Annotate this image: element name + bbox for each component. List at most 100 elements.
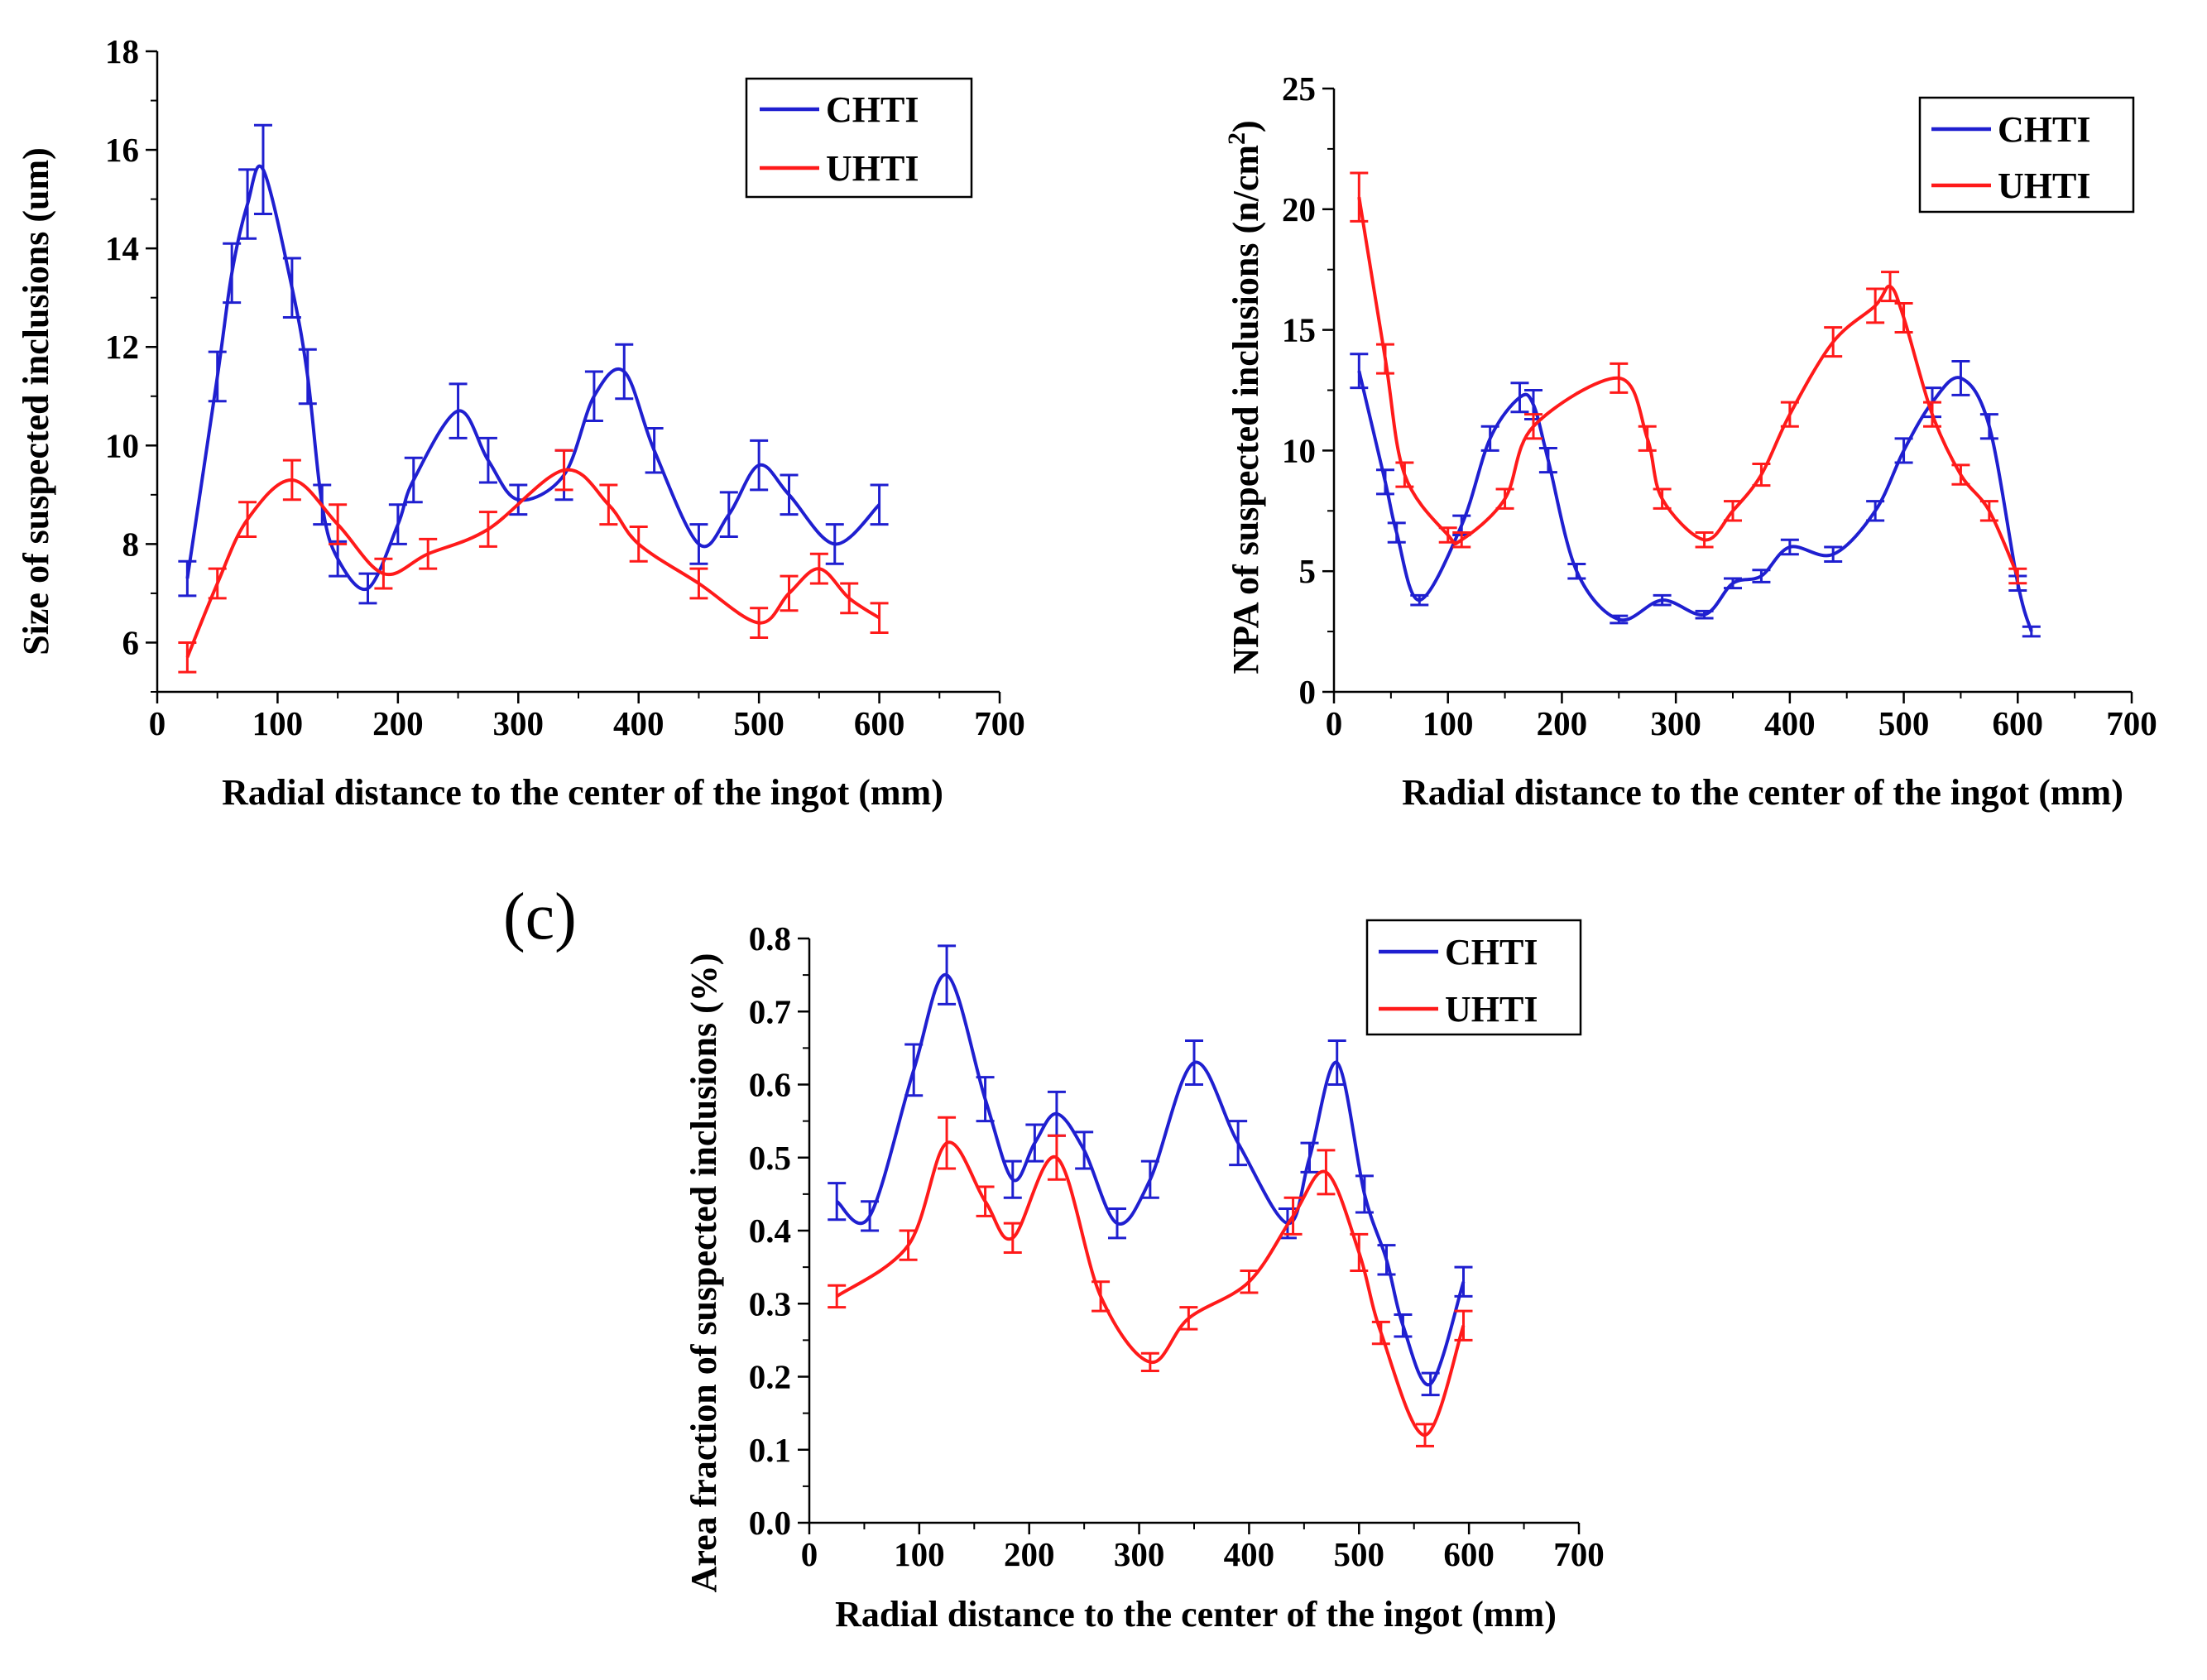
panel-c-legend-uhti-label: UHTI [1445, 989, 1538, 1030]
panel-a-series-chti-error-bar [253, 123, 272, 215]
panel-a-y-tick-label: 14 [105, 229, 139, 267]
panel-c-series-uhti-error-bar [1416, 1423, 1434, 1447]
panel-a-axes: 0 100 200 300 400 500 600 700 6 8 10 12 14 16 18 [105, 32, 1025, 742]
panel-c-series-chti-error-bar [1355, 1174, 1374, 1214]
panel-c-series-uhti-line [836, 1140, 1466, 1438]
panel-c-y-tick-label: 0.7 [749, 992, 791, 1030]
panel-b-legend-uhti-label: UHTI [1998, 166, 2090, 206]
panel-c-y-tick-label: 0.2 [749, 1358, 791, 1396]
panel-a-series-uhti-error-bar [282, 458, 301, 502]
panel-a-series-chti-error-bar [238, 168, 257, 240]
panel-b-npa-chart: 0 100 200 300 400 500 600 700 0 5 10 15 20 25 Radial … [1223, 70, 2157, 813]
panel-c-series-uhti-error-bar [1350, 1232, 1369, 1273]
panel-a-series-uhti-error-bar [374, 557, 393, 590]
panel-b-y-axis-title-main: NPA of suspected inclusions (n/cm [1226, 145, 1266, 674]
panel-c-label: (c) [503, 881, 577, 953]
panel-b-series-uhti-error-bar [1866, 287, 1885, 324]
panel-a-x-tick-label: 200 [372, 704, 424, 742]
panel-a-x-axis-title: Radial distance to the center of the ing… [222, 772, 943, 813]
panel-c-x-tick-label: 200 [1004, 1535, 1055, 1573]
panel-c-series-uhti-error-bar [1003, 1222, 1022, 1254]
panel-b-series-uhti-error-bar [1375, 343, 1394, 375]
panel-b-x-tick-label: 0 [1326, 704, 1343, 742]
panel-b-series-uhti-error-bar [1638, 425, 1657, 452]
panel-c-x-tick-label: 300 [1114, 1535, 1165, 1573]
panel-a-series-chti-error-bar [645, 426, 664, 474]
panel-c-series-chti-error-bar [1377, 1244, 1396, 1276]
panel-a-series [178, 123, 889, 674]
panel-b-series-chti-error-bar [1567, 562, 1586, 580]
panel-b-series-uhti-error-bar [1438, 526, 1457, 544]
panel-c-series-uhti-error-bar [1140, 1351, 1159, 1372]
panel-c-series-chti-error-bar [904, 1043, 924, 1097]
panel-b-series-chti-error-bar [1866, 500, 1885, 522]
panel-b-x-axis-title: Radial distance to the center of the ing… [1402, 772, 2123, 813]
panel-c-y-tick-label: 0.6 [749, 1066, 791, 1104]
panel-c-x-tick-label: 100 [894, 1535, 945, 1573]
panel-a-series-uhti-error-bar [178, 641, 197, 674]
panel-b-series-uhti-error-bar [1923, 401, 1941, 428]
panel-a-series-uhti-error-bar [689, 567, 708, 600]
panel-c-series-uhti-error-bar [1047, 1134, 1066, 1181]
panel-b-series-uhti-error-bar [1695, 531, 1714, 549]
panel-c-series-chti-error-bar [1025, 1123, 1044, 1163]
panel-b-series-uhti-error-bar [1350, 171, 1369, 223]
panel-c-area-fraction-chart: 0 100 200 300 400 500 600 700 0.0 0.1 0.2 0.3 0.4 0.5… [503, 881, 1605, 1634]
panel-b-x-tick-label: 500 [1878, 704, 1930, 742]
panel-b-x-tick-label: 300 [1650, 704, 1701, 742]
panel-a-series-chti-error-bar [870, 483, 889, 526]
panel-a-series-uhti-error-bar [750, 607, 769, 640]
panel-c-series-uhti-error-bar [1283, 1196, 1303, 1236]
panel-a-series-chti-error-bar [780, 473, 799, 516]
panel-a-y-tick-label: 12 [105, 328, 139, 366]
panel-c-series-chti-error-bar [1454, 1265, 1473, 1298]
panel-a-series-chti-error-bar [298, 348, 317, 406]
panel-a-series-chti-error-bar [615, 343, 634, 401]
panel-b-series-uhti-error-bar [1495, 487, 1514, 510]
panel-b-y-tick-label: 0 [1299, 673, 1317, 711]
panel-b-series-chti-error-bar [1752, 569, 1771, 583]
panel-c-series-uhti-error-bar [976, 1185, 995, 1217]
panel-b-series-chti-error-bar [1480, 425, 1499, 452]
panel-a-series-uhti-error-bar [780, 574, 799, 612]
panel-b-y-axis-title-suffix: ) [1226, 120, 1266, 132]
panel-b-series-uhti-error-bar [1395, 461, 1414, 488]
panel-b-series-uhti-line [1357, 196, 2020, 577]
panel-c-series-chti-error-bar [1075, 1130, 1094, 1170]
panel-c-series-uhti-error-bar [1092, 1280, 1111, 1313]
panel-b-series-chti-error-bar [1951, 360, 1970, 396]
panel-c-y-tick-label: 0.0 [749, 1504, 791, 1542]
panel-c-x-axis-title: Radial distance to the center of the ing… [835, 1594, 1557, 1634]
panel-a-y-tick-label: 16 [105, 131, 139, 169]
panel-a-series-chti-error-bar [282, 257, 301, 319]
panel-a-series-uhti-error-bar [840, 582, 859, 615]
panel-c-series-chti-error-bar [1394, 1313, 1413, 1338]
panel-c-series-chti-error-bar [1047, 1090, 1066, 1137]
panel-c-series-chti-error-bar [1003, 1159, 1022, 1199]
panel-c-series-chti-error-bar [1300, 1141, 1319, 1174]
panel-c-legend-chti-label: CHTI [1445, 932, 1538, 972]
panel-b-series-uhti-error-bar [1824, 326, 1843, 358]
panel-b-legend-chti-label: CHTI [1998, 109, 2090, 150]
panel-a-x-tick-label: 600 [854, 704, 905, 742]
panel-b-series-uhti-error-bar [1780, 401, 1799, 428]
panel-a-series-uhti-error-bar [599, 483, 618, 526]
panel-c-series-uhti-error-bar [1317, 1149, 1336, 1196]
panel-a-series-uhti-error-bar [329, 503, 348, 545]
panel-c-series-chti-error-bar [1229, 1120, 1248, 1167]
panel-c-series-uhti-error-bar [1454, 1309, 1473, 1342]
panel-b-series-uhti-error-bar [1724, 500, 1742, 522]
panel-a-x-tick-label: 500 [733, 704, 784, 742]
panel-c-y-axis-title: Area fraction of suspected inclusions (%… [684, 953, 724, 1593]
panel-b-series-uhti-error-bar [1979, 500, 1998, 522]
panel-b-y-tick-label: 20 [1282, 190, 1316, 228]
panel-a-series-chti-error-bar [358, 572, 377, 605]
panel-b-legend: CHTI UHTI [1918, 96, 2135, 214]
panel-b-series-uhti-error-bar [1452, 531, 1471, 549]
panel-b-series-uhti-error-bar [1524, 413, 1543, 440]
panel-a-series-chti-error-bar [719, 491, 738, 538]
panel-b-legend-box [1918, 96, 2135, 214]
panel-b-series-uhti-error-bar [2008, 567, 2027, 585]
panel-a-series-uhti-error-bar [419, 537, 438, 570]
